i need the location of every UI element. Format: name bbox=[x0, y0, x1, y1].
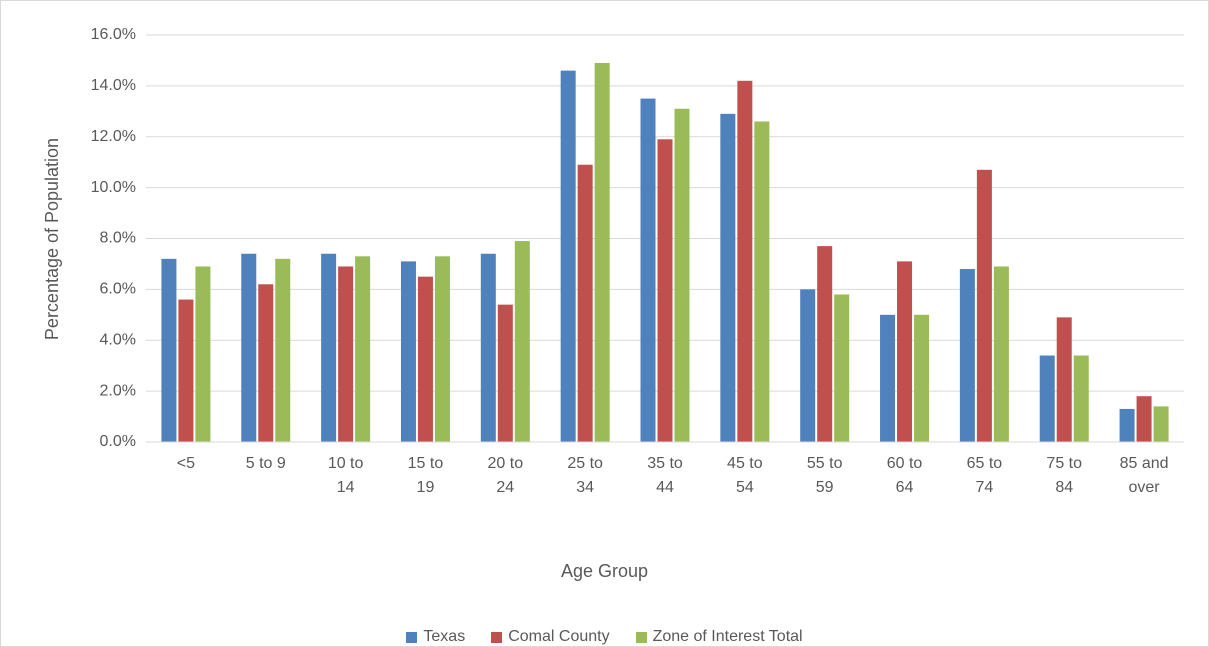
x-tick-label: 5 to 9 bbox=[245, 455, 286, 472]
y-tick-label: 10.0% bbox=[91, 179, 136, 196]
bar bbox=[674, 108, 690, 443]
legend-label: Comal County bbox=[508, 628, 610, 645]
y-tick-label: 14.0% bbox=[91, 77, 136, 94]
bar bbox=[480, 253, 496, 442]
x-tick-label: 15 to 19 bbox=[407, 455, 444, 496]
bar bbox=[720, 113, 736, 442]
bar bbox=[417, 276, 433, 442]
bar bbox=[497, 304, 513, 442]
y-axis-title: Percentage of Population bbox=[42, 138, 62, 340]
bar bbox=[897, 261, 913, 442]
legend-label: Texas bbox=[423, 628, 466, 645]
y-tick-label: 16.0% bbox=[91, 26, 136, 43]
bar bbox=[195, 266, 211, 442]
legend-label: Zone of Interest Total bbox=[652, 628, 803, 645]
bar bbox=[514, 241, 530, 442]
bar bbox=[976, 169, 992, 442]
bar bbox=[914, 314, 930, 442]
bar bbox=[640, 98, 656, 442]
bar bbox=[737, 80, 753, 442]
bar bbox=[275, 258, 291, 442]
y-tick-label: 2.0% bbox=[100, 382, 136, 399]
bar bbox=[1153, 406, 1169, 442]
bar bbox=[161, 258, 177, 442]
x-tick-label: 65 to 74 bbox=[966, 455, 1003, 496]
x-tick-label: 75 to 84 bbox=[1046, 455, 1083, 496]
bar bbox=[657, 139, 673, 442]
bar bbox=[434, 256, 450, 442]
legend-swatch bbox=[635, 631, 647, 643]
bar bbox=[1073, 355, 1089, 442]
legend-item: Comal County bbox=[491, 628, 610, 646]
bar bbox=[834, 294, 850, 442]
bar bbox=[577, 164, 593, 442]
bar bbox=[241, 253, 257, 442]
y-tick-label: 12.0% bbox=[91, 128, 136, 145]
bar bbox=[1039, 355, 1055, 442]
bar bbox=[817, 246, 833, 442]
bar bbox=[1119, 408, 1135, 442]
y-tick-label: 6.0% bbox=[100, 281, 136, 298]
x-tick-label: 55 to 59 bbox=[806, 455, 843, 496]
x-tick-label: 60 to 64 bbox=[886, 455, 923, 496]
bar bbox=[1136, 396, 1152, 442]
bar bbox=[338, 266, 354, 442]
x-tick-label: 85 and over bbox=[1119, 455, 1169, 496]
x-tick-label: 35 to 44 bbox=[647, 455, 683, 496]
x-tick-label: <5 bbox=[176, 455, 196, 472]
bar bbox=[560, 70, 576, 443]
bar bbox=[400, 261, 416, 442]
bar bbox=[594, 62, 610, 442]
y-tick-label: 4.0% bbox=[100, 331, 136, 348]
bar bbox=[800, 289, 816, 442]
x-tick-label: 25 to 34 bbox=[567, 455, 603, 496]
bar bbox=[355, 256, 371, 442]
bar bbox=[321, 253, 337, 442]
legend-item: Zone of Interest Total bbox=[635, 628, 803, 646]
bar bbox=[178, 299, 194, 442]
legend-swatch bbox=[491, 631, 503, 643]
x-tick-label: 20 to 24 bbox=[487, 455, 524, 496]
y-tick-label: 8.0% bbox=[100, 230, 136, 247]
y-tick-label: 0.0% bbox=[100, 433, 136, 450]
bar bbox=[1056, 317, 1072, 442]
bar bbox=[754, 121, 770, 443]
bar bbox=[993, 266, 1009, 442]
bar bbox=[258, 284, 274, 442]
x-tick-label: 45 to 54 bbox=[727, 455, 763, 496]
x-axis-title: Age Group bbox=[560, 561, 649, 581]
legend: Texas Comal County Zone of Interest Total bbox=[1, 628, 1208, 646]
bar bbox=[880, 314, 896, 442]
legend-item: Texas bbox=[406, 628, 465, 646]
x-tick-label: 10 to 14 bbox=[327, 455, 364, 496]
bar bbox=[959, 269, 975, 442]
legend-swatch bbox=[406, 631, 418, 643]
